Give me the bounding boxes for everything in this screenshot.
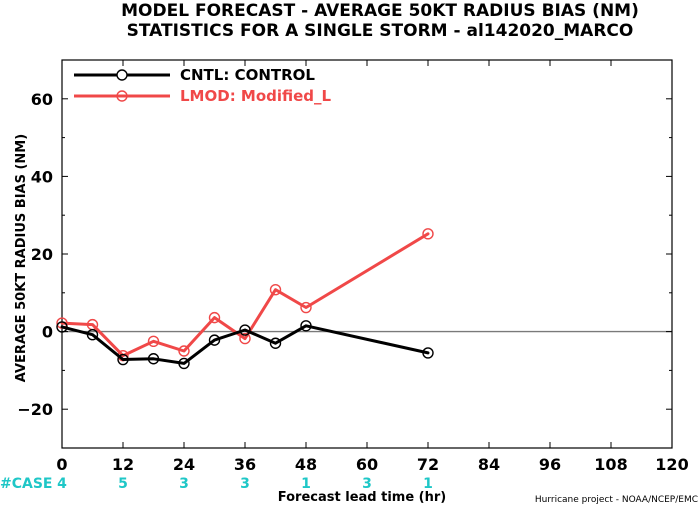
- x-tick-label: 48: [295, 455, 317, 474]
- legend-marker-lmod: [116, 90, 128, 102]
- data-point-lmod: [147, 335, 160, 347]
- chart-subtitle: STATISTICS FOR A SINGLE STORM - al142020…: [127, 21, 634, 41]
- data-point-cntl: [117, 353, 129, 366]
- data-point-lmod: [422, 228, 434, 240]
- series-layer: [56, 228, 434, 370]
- case-count: 5: [118, 476, 128, 492]
- x-tick-label: 108: [594, 455, 627, 474]
- data-point-cntl: [147, 353, 160, 365]
- series-line-lmod: [60, 232, 430, 358]
- x-axis-label: Forecast lead time (hr): [278, 490, 446, 505]
- plot-frame: [61, 59, 673, 449]
- y-tick-label: 0: [42, 323, 53, 342]
- x-tick-label: 60: [356, 455, 378, 474]
- data-point-cntl: [178, 357, 190, 370]
- case-count: 3: [240, 476, 250, 492]
- data-point-cntl: [269, 337, 282, 349]
- data-point-cntl: [239, 324, 251, 336]
- x-tick-label: 36: [234, 455, 256, 474]
- data-point-lmod: [178, 345, 190, 357]
- data-point-cntl: [86, 329, 99, 341]
- legend-label-cntl: CNTL: CONTROL: [180, 66, 315, 84]
- x-tick-label: 12: [112, 455, 134, 474]
- data-point-cntl: [208, 334, 221, 346]
- legend-marker-cntl: [116, 69, 128, 81]
- chart-title: MODEL FORECAST - AVERAGE 50KT RADIUS BIA…: [121, 1, 639, 21]
- data-point-cntl: [300, 320, 312, 332]
- x-tick-label: 0: [56, 455, 67, 474]
- legend-label-lmod: LMOD: Modified_L: [180, 87, 332, 105]
- y-axis-label: AVERAGE 50KT RADIUS BIAS (NM): [14, 134, 29, 382]
- y-tick-label: 60: [31, 90, 53, 109]
- x-tick-label: 120: [655, 455, 688, 474]
- data-point-lmod: [239, 332, 251, 345]
- case-count: 1: [423, 476, 433, 492]
- axes: 0 12 24 36 48 60 72 84 96 108 120 −20 0 20 40 60 4 5 3 3 1 3 1: [17, 59, 689, 492]
- case-count: 4: [57, 476, 67, 492]
- x-tick-label: 84: [478, 455, 500, 474]
- legend: CNTL: CONTROL LMOD: Modified_L: [74, 66, 332, 105]
- credit-text: Hurricane project - NOAA/NCEP/EMC: [535, 495, 698, 505]
- case-count: 1: [301, 476, 311, 492]
- y-tick-label: 40: [31, 167, 53, 186]
- x-tick-label: 96: [539, 455, 561, 474]
- data-point-lmod: [208, 311, 221, 324]
- data-point-lmod: [300, 301, 312, 314]
- data-point-cntl: [56, 321, 68, 333]
- case-label: #CASE: [0, 476, 53, 492]
- series-line-cntl: [60, 324, 430, 365]
- case-count: 3: [362, 476, 372, 492]
- data-point-cntl: [422, 347, 434, 359]
- y-tick-label: −20: [17, 400, 53, 419]
- x-tick-label: 24: [173, 455, 195, 474]
- data-point-lmod: [269, 283, 282, 296]
- x-tick-label: 72: [417, 455, 439, 474]
- case-count: 3: [179, 476, 189, 492]
- y-tick-label: 20: [31, 245, 53, 264]
